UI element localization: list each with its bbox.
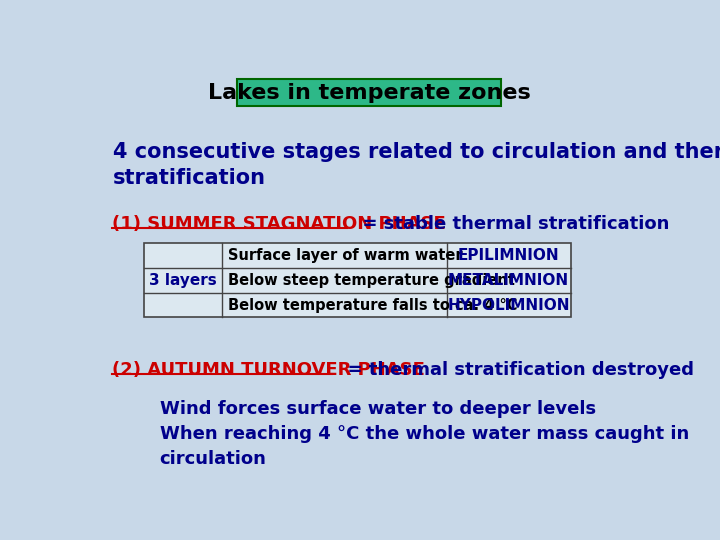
Text: 3 layers: 3 layers xyxy=(149,273,217,288)
Text: METALIMNION: METALIMNION xyxy=(448,273,569,288)
Text: 4 consecutive stages related to circulation and thermal
stratification: 4 consecutive stages related to circulat… xyxy=(113,142,720,188)
Text: Below steep temperature gradient: Below steep temperature gradient xyxy=(228,273,515,288)
Bar xyxy=(144,244,570,318)
Text: Below temperature falls to ca. 4 °C: Below temperature falls to ca. 4 °C xyxy=(228,298,518,313)
Text: = stable thermal stratification: = stable thermal stratification xyxy=(351,215,670,233)
Text: HYPOLIMNION: HYPOLIMNION xyxy=(447,298,570,313)
Text: (2) AUTUMN TURNOVER PHASE: (2) AUTUMN TURNOVER PHASE xyxy=(112,361,425,379)
Text: Lakes in temperate zones: Lakes in temperate zones xyxy=(207,83,531,103)
Text: Surface layer of warm water: Surface layer of warm water xyxy=(228,248,462,264)
Text: (1) SUMMER STAGNATION PHASE: (1) SUMMER STAGNATION PHASE xyxy=(112,215,446,233)
FancyBboxPatch shape xyxy=(238,79,500,106)
Text: = thermal stratification destroyed: = thermal stratification destroyed xyxy=(335,361,694,379)
Text: EPILIMNION: EPILIMNION xyxy=(458,248,559,264)
Text: Wind forces surface water to deeper levels
When reaching 4 °C the whole water ma: Wind forces surface water to deeper leve… xyxy=(160,400,689,468)
